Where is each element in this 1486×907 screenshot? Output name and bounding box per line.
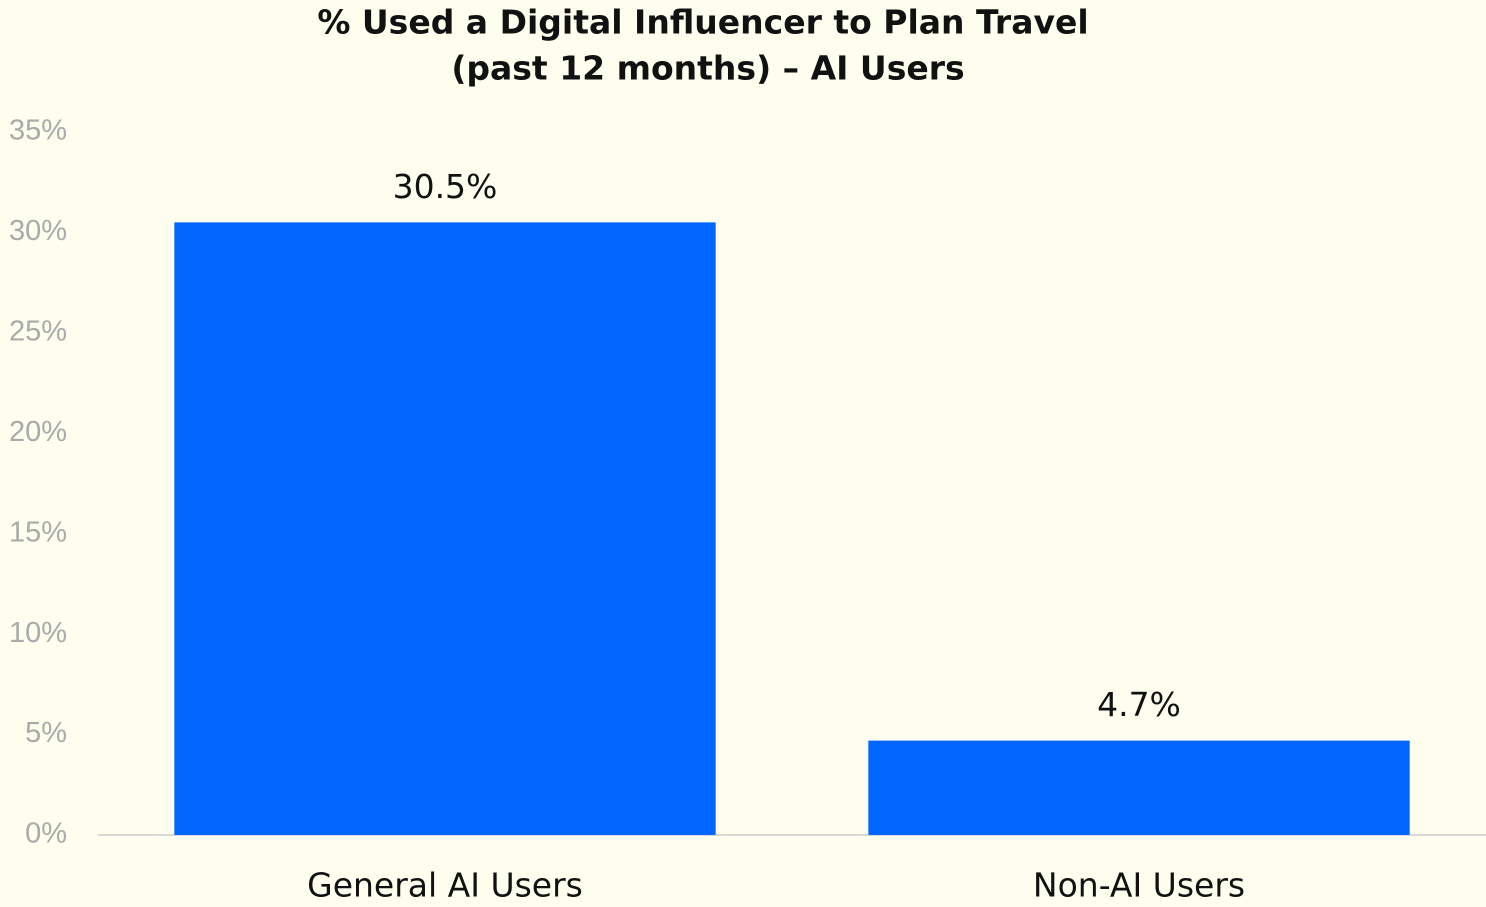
y-tick-label: 10% bbox=[9, 617, 67, 649]
x-tick-label: General AI Users bbox=[307, 866, 583, 905]
chart-title: % Used a Digital Influencer to Plan Trav… bbox=[317, 3, 1088, 42]
data-label: 30.5% bbox=[393, 167, 498, 206]
y-tick-label: 0% bbox=[25, 818, 67, 850]
y-tick-label: 30% bbox=[9, 215, 67, 247]
y-tick-label: 15% bbox=[9, 516, 67, 548]
chart-subtitle: (past 12 months) – AI Users bbox=[451, 49, 964, 88]
y-tick-label: 25% bbox=[9, 316, 67, 348]
data-label: 4.7% bbox=[1097, 685, 1181, 724]
bar bbox=[868, 740, 1410, 835]
y-tick-label: 20% bbox=[9, 416, 67, 448]
x-tick-label: Non-AI Users bbox=[1033, 866, 1245, 905]
y-tick-label: 35% bbox=[9, 115, 67, 147]
y-tick-label: 5% bbox=[25, 717, 67, 749]
bar bbox=[174, 222, 716, 835]
